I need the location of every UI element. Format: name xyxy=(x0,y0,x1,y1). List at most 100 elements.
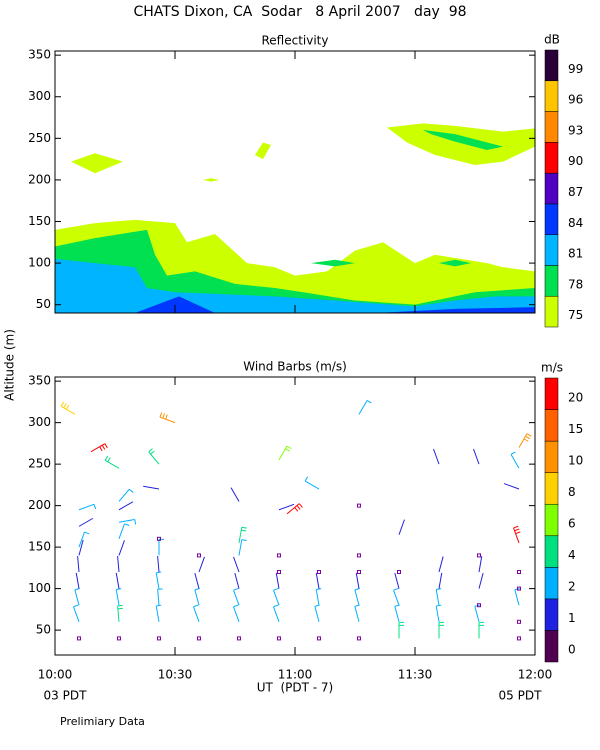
wind-barb xyxy=(510,451,520,469)
wind-barb xyxy=(157,588,163,606)
colorbar-label: 90 xyxy=(568,154,583,168)
wind-barb xyxy=(354,604,360,622)
wind-barb xyxy=(398,519,405,535)
x-start-label: 03 PDT xyxy=(44,689,88,703)
calm-marker xyxy=(277,636,281,641)
wind-barb xyxy=(278,503,295,511)
wind-barb xyxy=(118,523,130,539)
colorbar-swatch xyxy=(544,630,559,663)
colorbar-label: 99 xyxy=(568,62,583,76)
wind-barb xyxy=(194,587,200,606)
wind-barb xyxy=(478,556,483,573)
y-tick-label: 150 xyxy=(28,540,51,554)
wind-barb xyxy=(233,556,240,573)
wind-barb xyxy=(513,525,521,544)
colorbar-swatch xyxy=(544,172,559,205)
wind-barb xyxy=(438,572,443,589)
wind-barb xyxy=(143,485,160,490)
colorbar-swatch xyxy=(544,377,559,410)
reflectivity-region xyxy=(387,123,535,165)
wind-barb xyxy=(78,531,90,548)
colorbar-swatch xyxy=(544,203,559,235)
panel-title: Wind Barbs (m/s) xyxy=(243,360,347,374)
wind-barb xyxy=(278,445,292,461)
wind-barb xyxy=(304,476,320,490)
panel-title: Reflectivity xyxy=(261,34,328,48)
wind-barb xyxy=(433,448,440,465)
colorbar-label: 15 xyxy=(568,422,583,436)
y-tick-label: 300 xyxy=(28,415,51,429)
wind-barb xyxy=(118,501,134,511)
calm-marker xyxy=(317,570,321,575)
wind-barb xyxy=(117,604,123,622)
wind-barb xyxy=(75,572,80,589)
calm-marker xyxy=(517,636,521,641)
wind-barb xyxy=(115,572,120,589)
colorbar-title: dB xyxy=(544,33,560,47)
wind-barb xyxy=(118,540,125,556)
wind-barb xyxy=(193,604,200,622)
calm-marker xyxy=(517,570,521,575)
wind-barb xyxy=(60,401,76,415)
wind-barb xyxy=(314,604,320,622)
calm-marker xyxy=(357,553,361,558)
wind-barb xyxy=(394,604,400,622)
wind-barb xyxy=(315,572,320,589)
colorbar-label: 78 xyxy=(568,277,583,291)
colorbar-label: 10 xyxy=(568,453,583,467)
wind-barb xyxy=(233,587,240,606)
colorbar-swatch xyxy=(544,598,559,631)
y-tick-label: 200 xyxy=(28,498,51,512)
wind-barb xyxy=(74,587,80,606)
colorbar-label: 4 xyxy=(568,548,576,562)
calm-marker xyxy=(277,553,281,558)
y-tick-label: 50 xyxy=(36,623,51,637)
y-tick-label: 300 xyxy=(28,89,51,103)
wind-barb xyxy=(273,604,280,622)
calm-marker xyxy=(357,636,361,641)
wind-barb xyxy=(118,518,137,525)
colorbar-label: 20 xyxy=(568,390,583,404)
wind-barb xyxy=(157,556,160,573)
page-title: CHATS Dixon, CA Sodar 8 April 2007 day 9… xyxy=(133,4,466,20)
wind-barb xyxy=(194,573,200,589)
wind-barb xyxy=(315,588,322,606)
wind-barb xyxy=(398,621,404,639)
wind-barb xyxy=(438,621,444,639)
calm-marker xyxy=(477,553,481,558)
calm-marker xyxy=(197,636,201,641)
x-end-label: 05 PDT xyxy=(499,689,543,703)
calm-marker xyxy=(157,636,161,641)
calm-marker xyxy=(117,636,121,641)
wind-barb xyxy=(394,573,400,589)
wind-barb xyxy=(275,572,280,589)
colorbar-swatch xyxy=(544,80,559,112)
reflectivity-region xyxy=(255,142,271,160)
wind-barb xyxy=(73,604,80,622)
calm-marker xyxy=(477,603,481,608)
wind-barb xyxy=(354,587,360,606)
wind-barb xyxy=(148,448,160,465)
wind-barb xyxy=(478,573,484,589)
reflectivity-region xyxy=(203,178,219,182)
wind-barb xyxy=(155,571,162,589)
colorbar-label: 75 xyxy=(568,308,583,322)
wind-barb xyxy=(503,483,520,490)
x-tick-label: 10:30 xyxy=(158,668,193,682)
colorbar-label: 87 xyxy=(568,185,583,199)
wind-barb xyxy=(473,448,480,465)
x-tick-label: 10:00 xyxy=(38,668,73,682)
y-tick-label: 100 xyxy=(28,256,51,270)
calm-marker xyxy=(357,570,361,575)
colorbar-label: 6 xyxy=(568,517,576,531)
y-tick-label: 50 xyxy=(36,297,51,311)
colorbar-swatch xyxy=(544,409,559,442)
colorbar-swatch xyxy=(544,440,559,473)
reflectivity-region xyxy=(71,153,123,174)
y-tick-label: 250 xyxy=(28,457,51,471)
wind-barb xyxy=(78,503,97,511)
y-tick-label: 250 xyxy=(28,131,51,145)
y-tick-label: 200 xyxy=(28,172,51,186)
